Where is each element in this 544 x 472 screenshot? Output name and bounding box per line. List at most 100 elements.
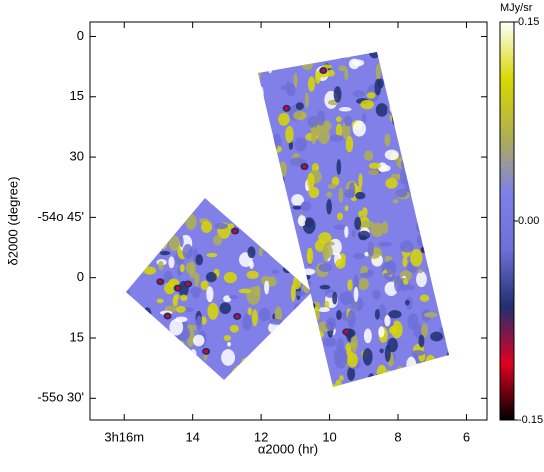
map-texture-blob [294,137,307,152]
map-texture-blob [199,132,206,146]
map-texture-blob [126,327,129,337]
map-texture-blob [215,170,224,179]
map-texture-blob [418,268,423,274]
map-texture-blob [191,173,202,188]
map-texture-blob [319,284,331,290]
map-texture-blob [290,260,297,275]
map-texture-blob [439,229,449,245]
map-texture-blob [439,86,446,97]
map-texture-blob [407,313,419,331]
map-texture-blob [420,246,429,254]
map-texture-blob [454,67,462,75]
y-tick-label: 0 [77,269,84,284]
map-texture-blob [126,354,127,366]
map-texture-blob [429,90,441,106]
map-texture-blob [374,78,382,96]
map-texture-blob [416,271,427,288]
map-texture-blob [175,305,186,313]
map-texture-blob [292,205,303,210]
map-texture-blob [140,358,153,372]
map-texture-blob [168,256,175,269]
map-texture-blob [442,67,449,79]
map-texture-blob [199,90,212,99]
y-tick-label: 30 [70,149,84,164]
map-texture-blob [368,162,381,169]
map-texture-blob [106,298,114,305]
map-texture-blob [339,291,353,305]
map-texture-blob [187,166,195,178]
map-texture-blob [143,307,152,320]
map-texture-blob [405,299,410,306]
x-tick-label: 12 [254,429,268,444]
map-texture-blob [190,349,197,359]
map-texture-blob [202,373,207,386]
map-texture-blob [158,279,163,284]
map-texture-blob [401,119,408,132]
map-texture-blob [266,218,276,228]
map-texture-blob [326,199,332,215]
map-texture-blob [135,68,146,81]
map-texture-blob [266,355,277,370]
map-texture-blob [399,240,414,253]
map-texture-blob [295,337,309,355]
map-texture-blob [283,353,295,364]
map-texture-blob [242,113,249,119]
map-texture-blob [106,89,114,93]
map-texture-blob [137,157,148,170]
map-texture-blob [305,52,313,54]
map-texture-blob [347,352,358,368]
map-texture-blob [242,313,252,331]
map-texture-blob [248,100,255,109]
map-texture-blob [440,145,446,160]
map-texture-blob [311,377,318,387]
map-texture-blob [410,249,423,267]
map-texture-blob [336,116,342,123]
map-texture-blob [386,260,397,275]
map-texture-blob [241,357,250,367]
map-texture-blob [126,299,131,304]
map-texture-blob [259,86,264,105]
map-texture-blob [358,278,369,291]
map-texture-blob [426,52,440,56]
map-texture-blob [425,354,436,373]
map-texture-blob [196,147,201,152]
map-texture-blob [318,373,325,379]
map-texture-blob [403,278,409,285]
map-texture-blob [238,288,252,294]
map-texture-blob [279,211,289,226]
map-texture-blob [294,52,302,55]
map-texture-blob [144,386,149,387]
map-texture-blob [213,168,225,185]
map-texture-blob [280,85,286,91]
map-texture-blob [390,73,404,84]
map-texture-blob [179,235,184,248]
map-texture-blob [235,364,248,372]
map-texture-blob [238,105,250,124]
map-texture-blob [413,52,425,62]
map-texture-blob [155,70,161,76]
map-texture-blob [209,184,215,201]
map-texture-blob [384,52,390,55]
map-texture-blob [321,68,326,73]
map-texture-blob [274,237,283,242]
map-texture-blob [290,283,296,302]
map-texture-blob [290,157,305,167]
map-texture-blob [294,291,306,297]
map-texture-blob [165,74,175,81]
map-texture-blob [452,112,462,122]
map-texture-blob [302,268,316,276]
map-texture-blob [112,152,122,168]
map-texture-blob [383,272,390,278]
map-texture-blob [129,115,143,122]
map-texture-blob [338,107,352,112]
map-texture-blob [155,202,166,208]
map-texture-blob [360,99,375,110]
x-tick-label: 8 [394,429,401,444]
map-texture-blob [452,374,464,384]
map-texture-blob [281,52,287,65]
map-texture-blob [304,218,314,228]
map-texture-blob [253,142,267,155]
map-texture-blob [207,302,219,320]
map-texture-blob [251,150,264,169]
map-texture-blob [419,294,430,302]
